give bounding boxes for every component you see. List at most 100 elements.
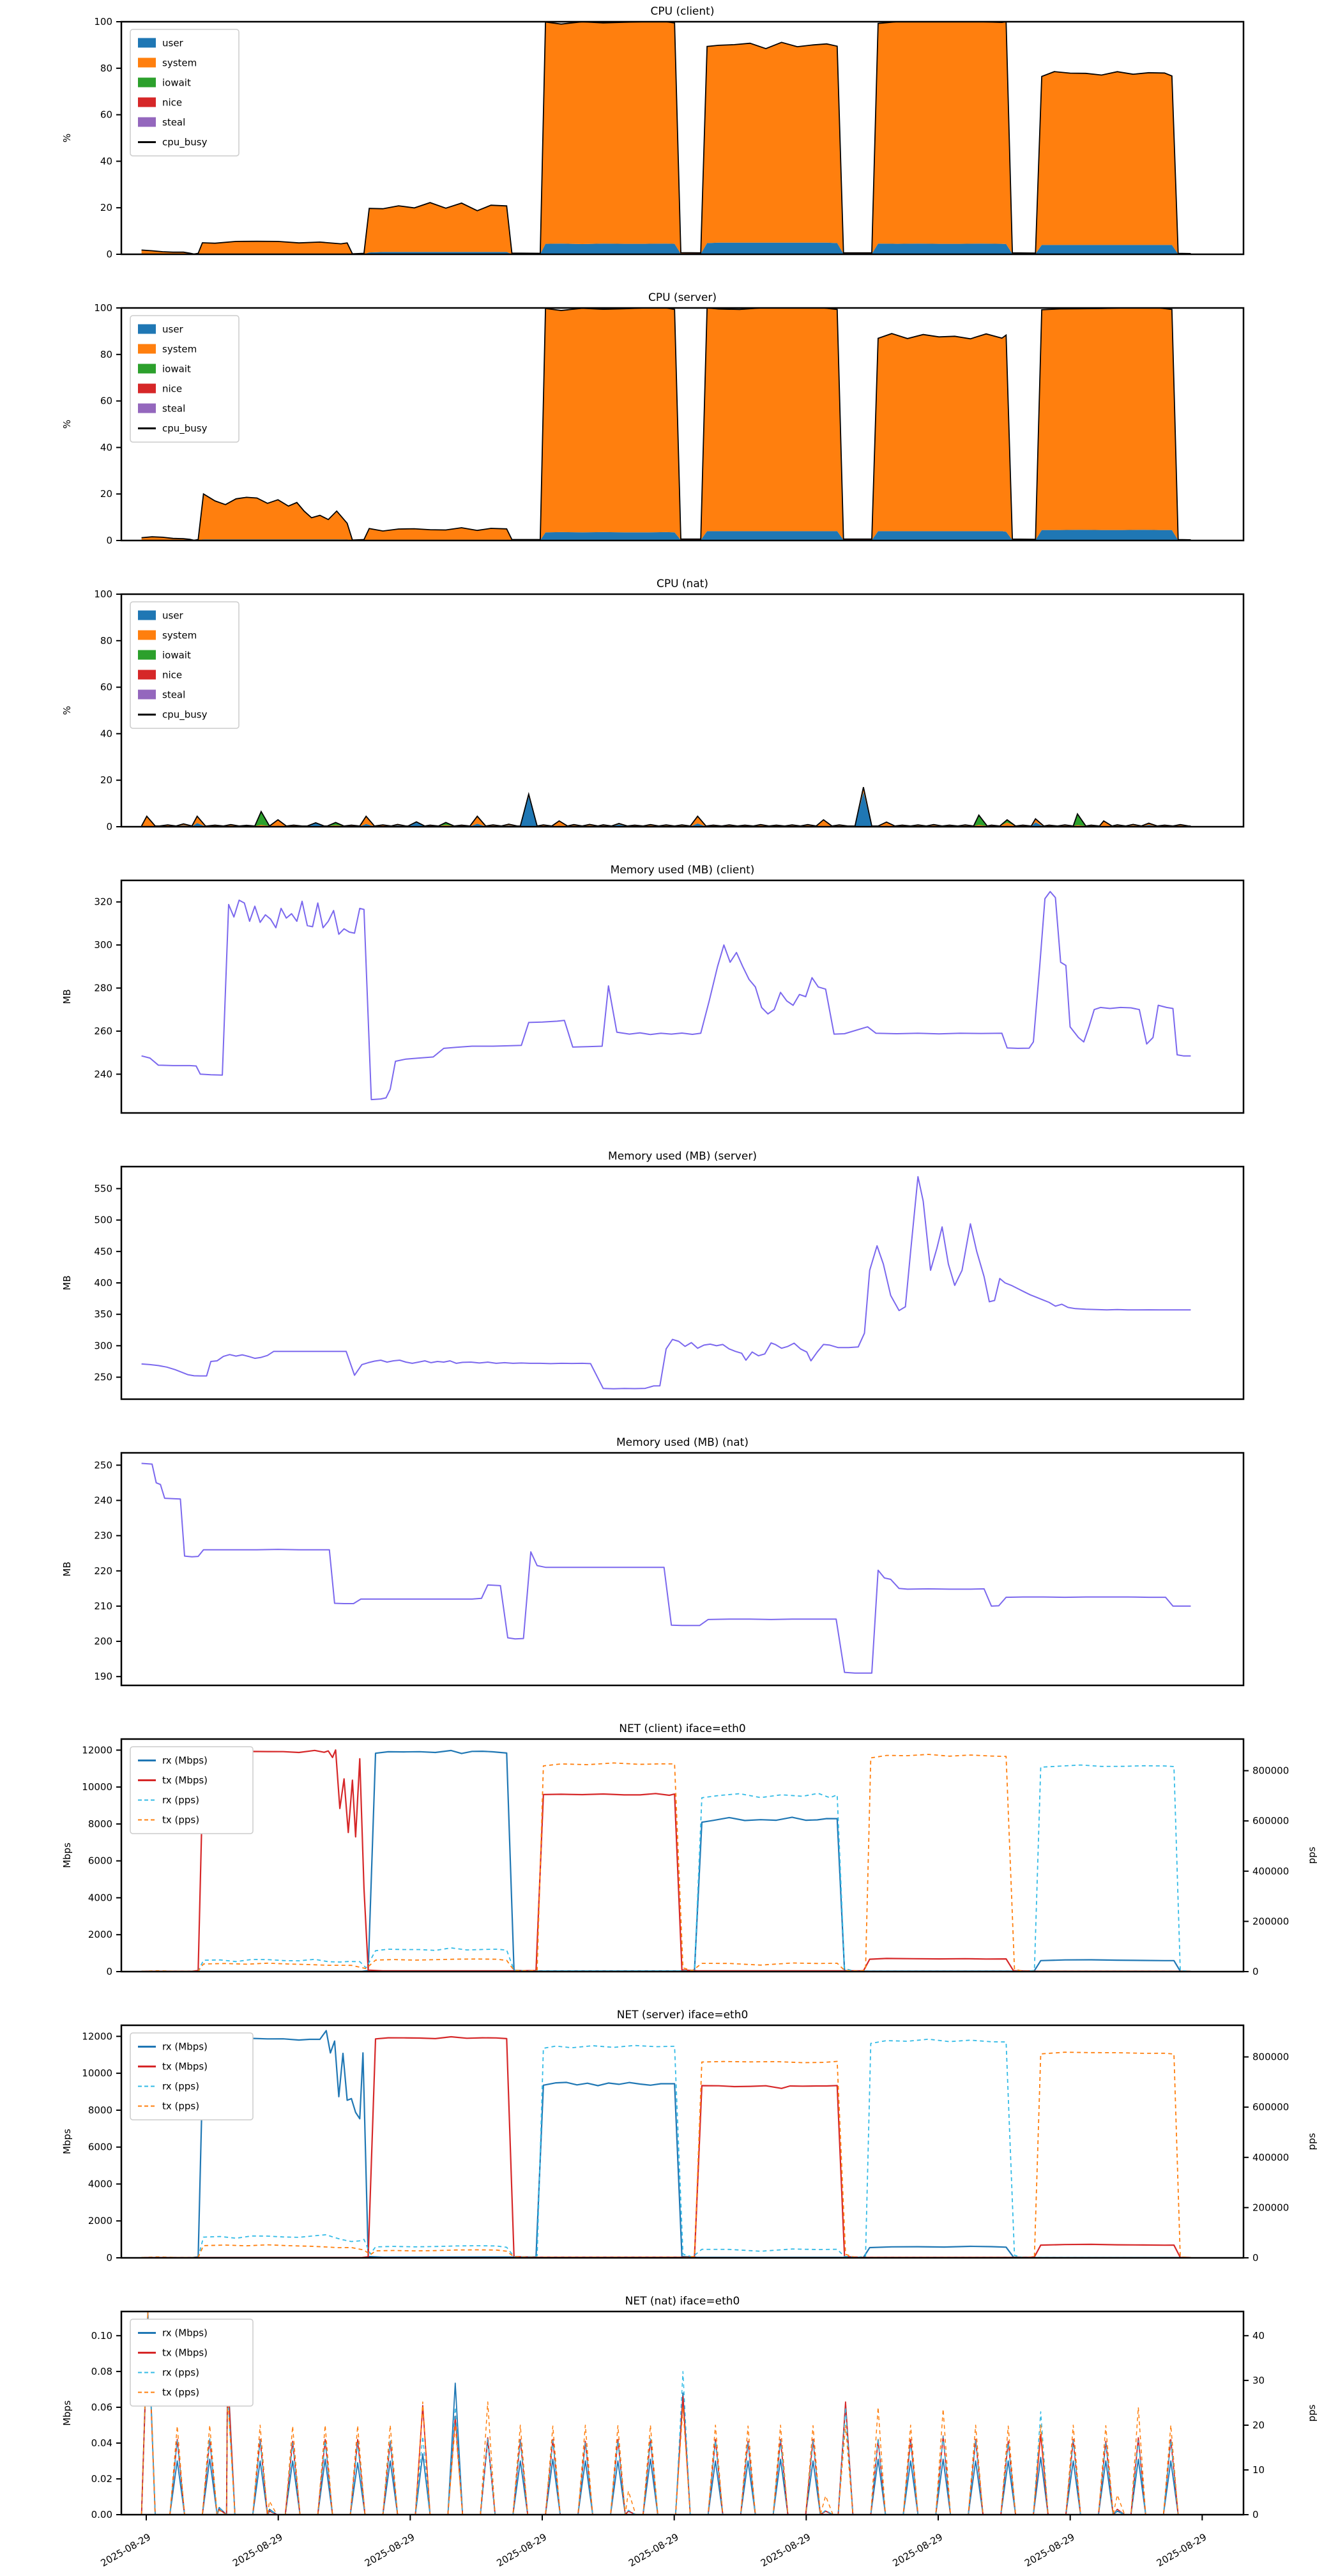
plot-frame xyxy=(120,593,1245,828)
y-tick-label: 280 xyxy=(94,983,112,994)
y-right-tick-label: 0 xyxy=(1252,1966,1259,1977)
y-right-tick-label: 30 xyxy=(1252,2375,1265,2386)
axes: Memory used (MB) (server) 250 300 350 400 450… xyxy=(61,1150,1245,1400)
y-right-tick-label: 0 xyxy=(1252,2252,1259,2264)
plot-area xyxy=(141,2312,1191,2515)
plot-frame xyxy=(120,20,1245,256)
y-tick-label: 0.10 xyxy=(91,2330,112,2342)
y-tick-label: 60 xyxy=(100,395,112,407)
y-axis-label: % xyxy=(61,134,73,142)
plot-area xyxy=(141,1749,1191,1972)
series-rx_pps xyxy=(141,1764,1191,1972)
series-tx_pps xyxy=(141,2312,1191,2515)
series-memory xyxy=(141,1176,1191,1390)
chart-title: NET (client) iface=eth0 xyxy=(619,1722,746,1735)
legend-label: tx (pps) xyxy=(162,2387,199,2398)
chart-title: CPU (nat) xyxy=(657,578,708,590)
plot-area xyxy=(141,1176,1191,1390)
y-right-axis-label: pps xyxy=(1306,2133,1318,2150)
axes: CPU (server) 0 20 40 60 80 100% xyxy=(61,291,1245,546)
series-memory xyxy=(141,1462,1191,1674)
x-tick-label: 2025-08-29 xyxy=(627,2531,681,2569)
y-tick-label: 210 xyxy=(94,1600,112,1612)
legend-label: nice xyxy=(162,97,182,109)
y-tick-label: 60 xyxy=(100,682,112,693)
y-tick-label: 190 xyxy=(94,1671,112,1682)
legend-label: iowait xyxy=(162,77,191,89)
legend-label: steal xyxy=(162,403,185,415)
legend-box xyxy=(130,315,240,443)
chart-cpu-nat: CPU (nat) 0 20 40 60 80 100% user system iowait ni… xyxy=(0,572,1331,859)
chart-net-server-canvas: NET (server) iface=eth0 0 2000 4000 6000 8000… xyxy=(61,2009,1318,2264)
legend-box xyxy=(130,2319,254,2407)
y-tick-label: 4000 xyxy=(88,2178,112,2189)
y-tick-label: 0 xyxy=(106,2252,112,2264)
y-axis-label: MB xyxy=(61,989,73,1004)
y-right-tick-label: 400000 xyxy=(1252,2152,1289,2163)
x-tick-label: 2025-08-29 xyxy=(759,2531,813,2569)
legend-label: tx (Mbps) xyxy=(162,2347,208,2359)
legend-label: steal xyxy=(162,117,185,128)
series-rx_mbps xyxy=(141,2030,1191,2258)
y-tick-label: 8000 xyxy=(88,2104,112,2116)
y-tick-label: 200 xyxy=(94,1636,112,1647)
y-axis-label: % xyxy=(61,706,73,715)
legend-swatch-nice xyxy=(138,670,156,680)
y-tick-label: 0.04 xyxy=(91,2437,112,2449)
legend-label: system xyxy=(162,344,197,355)
legend-label: tx (Mbps) xyxy=(162,2061,208,2073)
y-right-tick-label: 200000 xyxy=(1252,1915,1289,1927)
axes: CPU (nat) 0 20 40 60 80 100% xyxy=(61,578,1245,832)
axes: CPU (client) 0 20 40 60 80 100% xyxy=(61,5,1245,260)
legend-label: iowait xyxy=(162,650,191,661)
x-tick-label: 2025-08-29 xyxy=(1023,2531,1077,2569)
y-tick-label: 6000 xyxy=(88,2142,112,2153)
legend-label: user xyxy=(162,38,184,49)
chart-title: CPU (client) xyxy=(651,5,715,18)
plot-area xyxy=(141,2030,1191,2258)
y-tick-label: 10000 xyxy=(82,1781,112,1793)
y-tick-label: 0.06 xyxy=(91,2402,112,2413)
y-tick-label: 2000 xyxy=(88,2215,112,2227)
y-tick-label: 100 xyxy=(94,588,112,600)
series-cpu_busy xyxy=(141,308,1191,540)
legend-label: rx (Mbps) xyxy=(162,1755,208,1767)
y-right-axis-label: pps xyxy=(1306,1846,1318,1864)
y-tick-label: 240 xyxy=(94,1494,112,1506)
legend-swatch-steal xyxy=(138,403,156,413)
y-tick-label: 240 xyxy=(94,1068,112,1080)
legend-swatch-system xyxy=(138,630,156,640)
legend-label: rx (pps) xyxy=(162,1795,199,1806)
y-right-axis-label: pps xyxy=(1306,2404,1318,2421)
y-right-tick-label: 40 xyxy=(1252,2330,1265,2342)
y-tick-label: 40 xyxy=(100,155,112,167)
series-cpu_busy xyxy=(141,786,1191,827)
y-tick-label: 60 xyxy=(100,109,112,121)
legend-swatch-steal xyxy=(138,689,156,700)
legend-label: user xyxy=(162,324,184,335)
series-rx_pps xyxy=(141,2038,1191,2258)
chart-title: NET (nat) iface=eth0 xyxy=(625,2295,740,2308)
chart-memory-nat: Memory used (MB) (nat) 190 200 210 220 230 240… xyxy=(0,1431,1331,1717)
chart-cpu-client: CPU (client) 0 20 40 60 80 100% user system iowai… xyxy=(0,0,1331,286)
axes: Memory used (MB) (nat) 190 200 210 220 230 240… xyxy=(61,1436,1245,1687)
legend-label: rx (pps) xyxy=(162,2081,199,2092)
legend-label: system xyxy=(162,57,197,69)
legend-label: system xyxy=(162,630,197,641)
y-tick-label: 100 xyxy=(94,302,112,314)
plot-area xyxy=(141,22,1191,254)
y-tick-label: 300 xyxy=(94,939,112,951)
legend-label: tx (Mbps) xyxy=(162,1775,208,1786)
chart-net-server: NET (server) iface=eth0 0 2000 4000 6000 8000… xyxy=(0,2004,1331,2290)
y-tick-label: 100 xyxy=(94,16,112,27)
y-tick-label: 0 xyxy=(106,249,112,260)
series-rx_pps xyxy=(141,2319,1191,2515)
plot-area xyxy=(141,308,1191,540)
y-right-tick-label: 400000 xyxy=(1252,1866,1289,1877)
chart-title: CPU (server) xyxy=(648,291,717,304)
legend-box xyxy=(130,1746,254,1834)
legend-swatch-nice xyxy=(138,383,156,394)
y-right-tick-label: 800000 xyxy=(1252,1765,1289,1777)
legend-swatch-iowait xyxy=(138,650,156,660)
plot-frame xyxy=(120,2024,1245,2259)
